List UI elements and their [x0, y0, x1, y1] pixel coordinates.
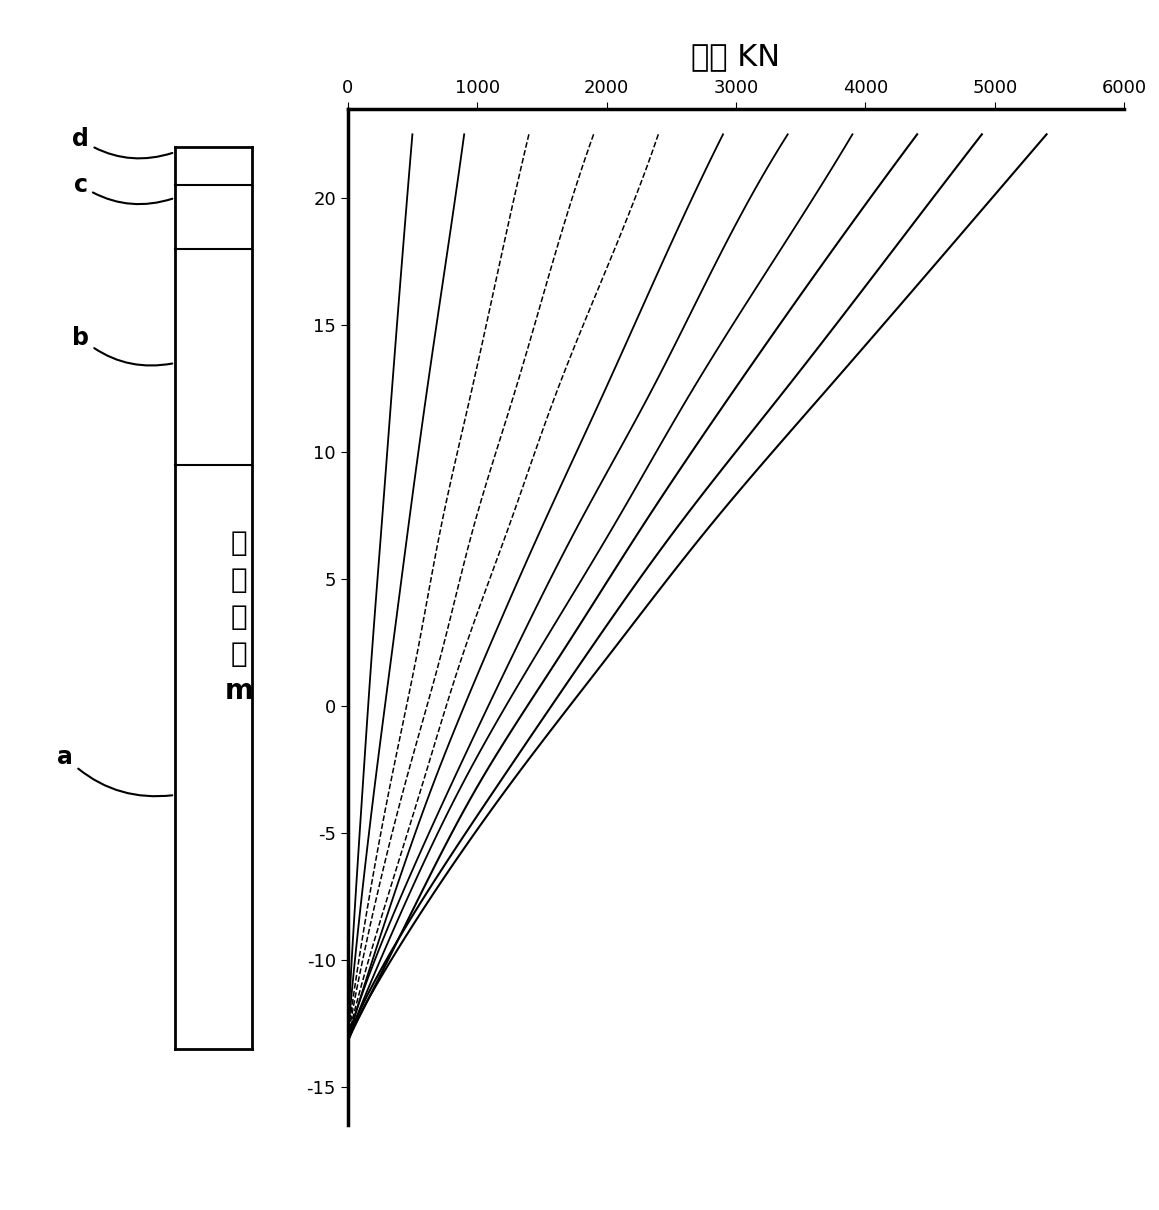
Text: 桩
身
标
高
m: 桩 身 标 高 m: [225, 530, 254, 704]
X-axis label: 轴力 KN: 轴力 KN: [692, 42, 780, 71]
Text: b: b: [72, 325, 173, 365]
Text: c: c: [74, 173, 173, 204]
Text: a: a: [58, 745, 173, 796]
Text: d: d: [72, 127, 173, 159]
